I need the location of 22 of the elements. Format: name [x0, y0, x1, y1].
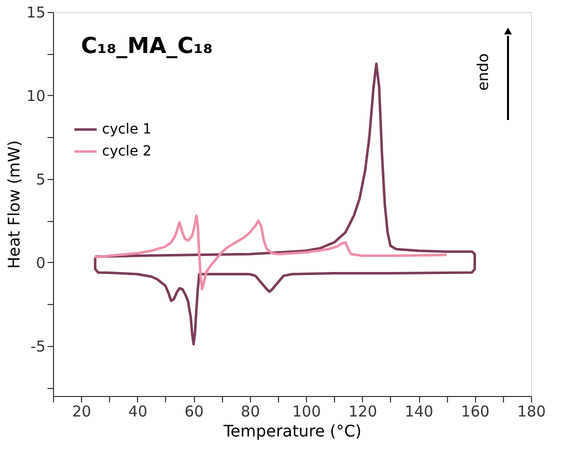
annotation: endo [474, 53, 492, 91]
x-tick-label: 140 [404, 402, 434, 420]
y-tick-label: -5 [30, 337, 46, 356]
line-series [94, 62, 476, 346]
y-tick-label: 5 [36, 170, 46, 188]
x-axis-title: Temperature (°C) [222, 422, 362, 440]
x-tick-label: 80 [240, 402, 260, 420]
line-series [94, 214, 448, 290]
x-tick-label: 160 [460, 402, 490, 420]
legend-label: cycle 1 [102, 122, 152, 138]
x-tick-label: 60 [184, 402, 204, 420]
x-tick-label: 40 [128, 402, 148, 420]
x-tick-label: 120 [348, 402, 378, 420]
x-tick-label: 20 [72, 402, 92, 420]
y-tick-label: 0 [36, 254, 46, 272]
y-tick-label: 10 [26, 86, 46, 105]
legend-label: cycle 2 [102, 144, 152, 160]
x-tick-label: 100 [292, 402, 321, 420]
text: C₁₈_MA_C₁₈ [81, 34, 213, 59]
y-tick-label: 15 [26, 4, 46, 22]
y-axis-title: Heat Flow (mW) [4, 140, 24, 269]
x-tick-label: 180 [517, 402, 546, 420]
